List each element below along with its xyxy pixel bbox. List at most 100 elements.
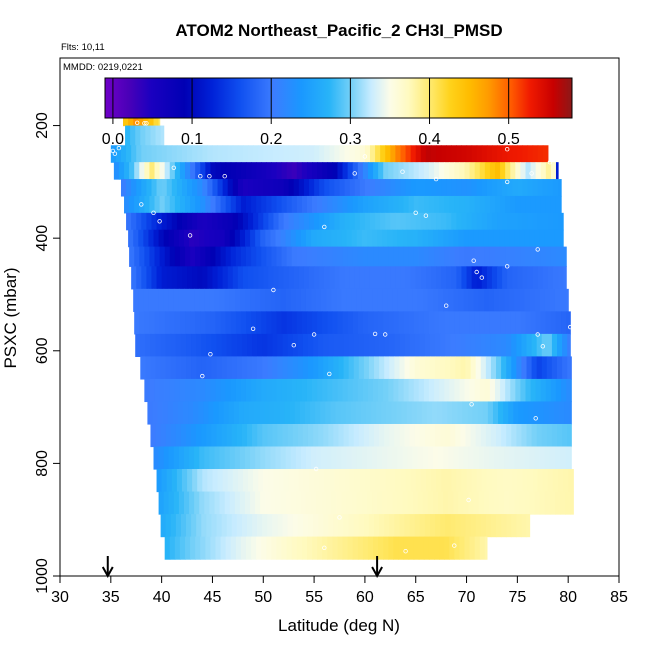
heatmap-cell [488, 288, 495, 312]
heatmap-cell [253, 212, 259, 231]
heatmap-cell [347, 378, 354, 403]
heatmap-cell [220, 162, 227, 180]
heatmap-cell [527, 145, 534, 163]
heatmap-cell [502, 145, 508, 163]
heatmap-cell [502, 469, 508, 493]
heatmap-cell [302, 356, 309, 380]
heatmap-cell [339, 266, 346, 290]
heatmap-cell [231, 333, 238, 358]
heatmap-cell [299, 401, 306, 425]
heatmap-cell [417, 229, 424, 248]
heatmap-cell [395, 212, 402, 231]
heatmap-cell [461, 179, 468, 197]
heatmap-cell [160, 333, 167, 358]
heatmap-cell [256, 311, 262, 335]
heatmap-cell [304, 401, 311, 425]
heatmap-cell [551, 423, 558, 448]
heatmap-cell [239, 288, 246, 312]
heatmap-cell [369, 212, 376, 231]
heatmap-cell [385, 266, 391, 290]
heatmap-layer [110, 103, 574, 560]
heatmap-cell [497, 469, 503, 493]
heatmap-cell [489, 162, 496, 180]
heatmap-cell [241, 423, 248, 448]
heatmap-cell [399, 356, 406, 380]
heatmap-cell [482, 401, 489, 425]
heatmap-cell [165, 514, 172, 538]
heatmap-cell [174, 536, 181, 560]
heatmap-cell [431, 401, 438, 425]
heatmap-cell [540, 378, 547, 403]
heatmap-cell [166, 145, 173, 163]
heatmap-cell [355, 401, 362, 425]
heatmap-cell [464, 246, 471, 267]
heatmap-cell [225, 246, 232, 267]
heatmap-cell [313, 333, 319, 358]
heatmap-cell [232, 212, 239, 231]
heatmap-cell [390, 212, 396, 231]
heatmap-cell [509, 491, 515, 515]
heatmap-cell [506, 423, 512, 448]
heatmap-cell [379, 356, 385, 380]
heatmap-cell [146, 266, 153, 290]
heatmap-cell [511, 333, 517, 358]
heatmap-cell [161, 266, 168, 290]
sample-point [400, 169, 405, 174]
heatmap-cell [286, 311, 293, 335]
heatmap-cell [550, 378, 557, 403]
heatmap-cell [307, 423, 314, 448]
heatmap-cell [176, 145, 183, 163]
heatmap-cell [453, 288, 460, 312]
heatmap-cell [209, 491, 216, 515]
heatmap-cell [115, 145, 122, 163]
heatmap-cell [126, 179, 132, 197]
sample-point [327, 371, 332, 377]
heatmap-cell [267, 333, 274, 358]
sample-point [250, 326, 256, 331]
sample-point [171, 165, 176, 170]
heatmap-cell [378, 246, 384, 267]
heatmap-cell [281, 378, 288, 403]
heatmap-cell [541, 356, 548, 380]
heatmap-cell [166, 212, 173, 231]
heatmap-cell [287, 356, 294, 380]
heatmap-cell [248, 145, 254, 163]
heatmap-cell [195, 246, 201, 267]
heatmap-cell [505, 195, 511, 214]
heatmap-cell [230, 311, 237, 335]
heatmap-cell [428, 378, 435, 403]
heatmap-cell [251, 195, 257, 214]
heatmap-cell [510, 195, 516, 214]
sample-point [433, 176, 439, 182]
heatmap-cell [277, 356, 284, 380]
heatmap-cell [166, 469, 173, 493]
heatmap-cell [420, 266, 427, 290]
heatmap-cell [270, 288, 277, 312]
heatmap-cell [302, 333, 309, 358]
heatmap-cell [441, 212, 447, 231]
heatmap-cell [425, 179, 432, 197]
heatmap-cell [387, 491, 393, 515]
heatmap-cell [322, 246, 328, 267]
heatmap-cell [174, 246, 181, 267]
heatmap-cell [392, 491, 399, 515]
heatmap-cell [436, 469, 442, 493]
heatmap-cell [260, 446, 266, 470]
heatmap-cell [263, 212, 269, 231]
heatmap-cell [303, 469, 310, 493]
heatmap-cell [359, 266, 366, 290]
heatmap-cell [220, 536, 227, 560]
heatmap-cell [367, 162, 374, 180]
heatmap-cell [419, 423, 426, 448]
heatmap-cell [278, 212, 285, 231]
heatmap-cell [235, 536, 242, 560]
heatmap-cell [179, 311, 186, 335]
heatmap-cell [268, 266, 275, 290]
heatmap-cell [362, 195, 369, 214]
heatmap-cell [174, 378, 181, 403]
heatmap-cell [280, 229, 287, 248]
heatmap-cell [282, 423, 289, 448]
heatmap-cell [414, 333, 421, 358]
heatmap-cell [500, 378, 506, 403]
heatmap-cell [418, 311, 425, 335]
